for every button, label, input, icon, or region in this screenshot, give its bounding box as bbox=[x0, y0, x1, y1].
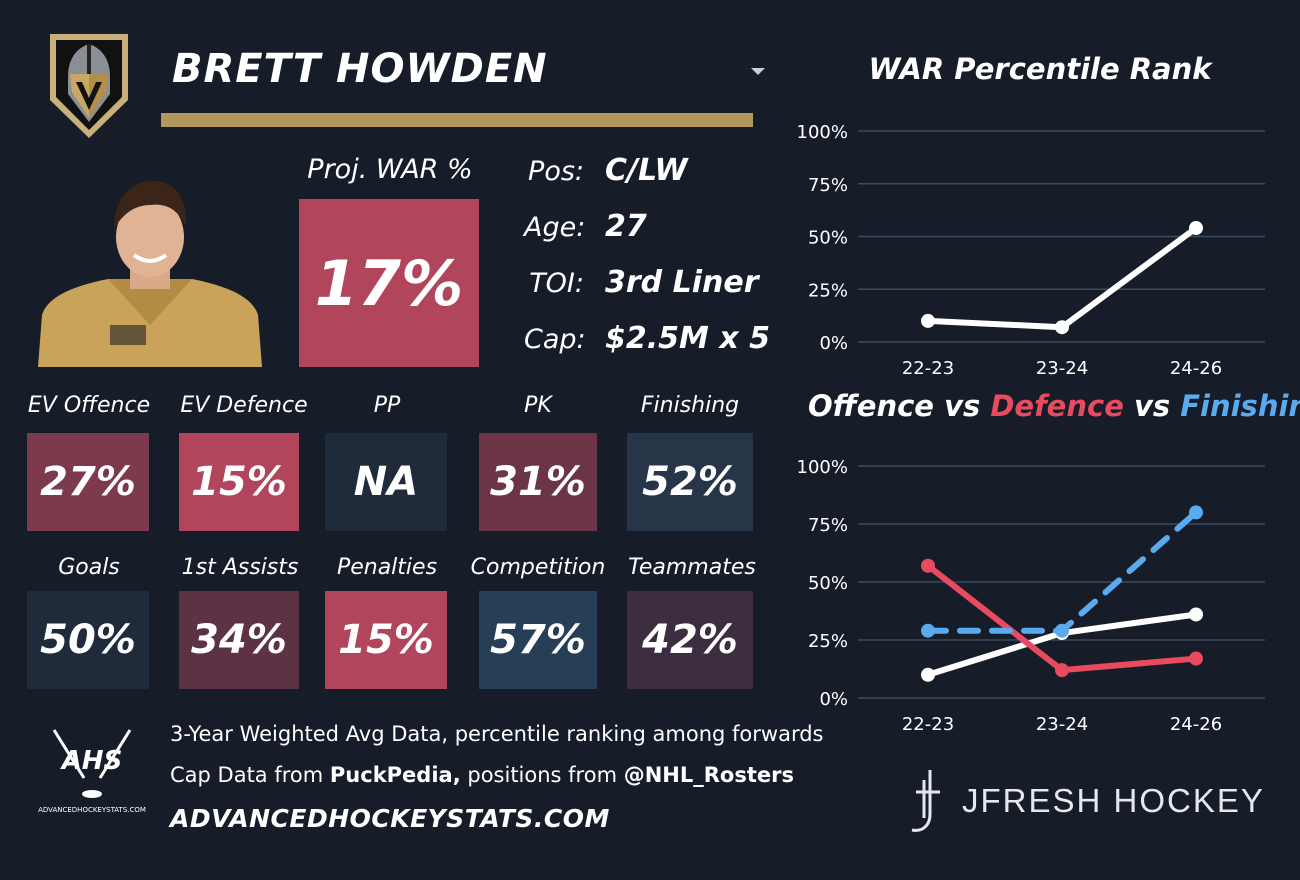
chart2-title-vs2: vs bbox=[1123, 389, 1181, 423]
puckpedia-link[interactable]: PuckPedia, bbox=[329, 763, 461, 787]
chart2-point bbox=[921, 623, 935, 638]
stat-label-penalties: Penalties bbox=[336, 555, 438, 580]
chart2-ytick-label: 75% bbox=[808, 515, 848, 536]
stat-label-goals: Goals bbox=[58, 555, 120, 580]
stat-box-pp: NA bbox=[325, 433, 447, 531]
war-percentile-chart: 100% 75% 50% 25% 0% 22-23 23-24 24-26 bbox=[797, 122, 1265, 379]
chart2-ytick-label: 0% bbox=[819, 689, 848, 710]
chart2-title: Offence vs Defence vs Finishing bbox=[808, 389, 1300, 423]
chart2-title-defence: Defence bbox=[990, 389, 1124, 423]
chart2-xtick-label: 23-24 bbox=[1036, 714, 1088, 735]
chart1-ytick-label: 75% bbox=[808, 175, 848, 196]
player-photo bbox=[38, 175, 262, 367]
team-logo-icon bbox=[50, 34, 128, 138]
stat-box-teammates: 42% bbox=[627, 591, 753, 689]
chart1-xtick-label: 22-23 bbox=[902, 358, 954, 379]
hockey-sticks-icon bbox=[52, 729, 132, 798]
stat-label-pp: PP bbox=[373, 393, 401, 418]
chart2-title-vs1: vs bbox=[933, 389, 991, 423]
stat-label-ev-offence: EV Offence bbox=[27, 393, 151, 418]
chart2-point bbox=[921, 558, 935, 573]
stat-label-finishing: Finishing bbox=[640, 393, 740, 418]
chart2-point bbox=[921, 667, 935, 682]
info-age-key: Age: bbox=[524, 212, 586, 243]
info-toi-key: TOI: bbox=[529, 268, 584, 299]
chart2-point bbox=[1189, 505, 1203, 520]
chart1-point bbox=[1189, 221, 1203, 236]
chart2-xtick-label: 24-26 bbox=[1170, 714, 1222, 735]
stat-box-ev-offence: 27% bbox=[27, 433, 149, 531]
chart2-point bbox=[1055, 663, 1069, 678]
info-age-value: 27 bbox=[605, 209, 647, 244]
chart1-series-line-0 bbox=[925, 225, 1199, 331]
stat-label-1st-assists: 1st Assists bbox=[181, 555, 299, 580]
stat-label-teammates: Teammates bbox=[628, 555, 756, 580]
chart1-ytick-label: 100% bbox=[797, 122, 848, 143]
player-name: BRETT HOWDEN bbox=[172, 46, 548, 92]
chart2-point bbox=[1055, 623, 1069, 638]
chart2-series-line-Finishing bbox=[925, 509, 1199, 634]
chart2-ytick-label: 25% bbox=[808, 631, 848, 652]
chart1-title: WAR Percentile Rank bbox=[868, 52, 1212, 86]
chart1-xtick-label: 24-26 bbox=[1170, 358, 1222, 379]
stat-box-finishing: 52% bbox=[627, 433, 753, 531]
stat-box-competition: 57% bbox=[479, 591, 597, 689]
brand-name: JFRESH HOCKEY bbox=[962, 782, 1265, 819]
stat-box-pk: 31% bbox=[479, 433, 597, 531]
chart2-ytick-label: 100% bbox=[797, 457, 848, 478]
stat-box-ev-defence: 15% bbox=[179, 433, 299, 531]
footer-line2-prefix: Cap Data from bbox=[170, 763, 330, 787]
chart2-point bbox=[1189, 651, 1203, 666]
nhl-rosters-link[interactable]: @NHL_Rosters bbox=[623, 763, 794, 787]
stat-box-goals: 50% bbox=[27, 591, 149, 689]
chart1-ytick-label: 0% bbox=[819, 333, 848, 354]
ahs-logo: AHS ADVANCEDHOCKEYSTATS.COM bbox=[38, 728, 146, 820]
chart2-xtick-label: 22-23 bbox=[902, 714, 954, 735]
chart2-title-offence: Offence bbox=[808, 389, 934, 423]
chart2-point bbox=[1189, 607, 1203, 622]
chart2-title-finishing: Finishing bbox=[1180, 389, 1300, 423]
stat-label-competition: Competition bbox=[470, 555, 606, 580]
stat-box-1st-assists: 34% bbox=[179, 591, 299, 689]
stat-label-pk: PK bbox=[524, 393, 552, 418]
chart1-ytick-label: 50% bbox=[808, 228, 848, 249]
chevron-down-icon[interactable] bbox=[751, 68, 765, 75]
site-link[interactable]: ADVANCEDHOCKEYSTATS.COM bbox=[170, 804, 610, 833]
stat-label-ev-defence: EV Defence bbox=[180, 393, 308, 418]
info-cap-value: $2.5M x 5 bbox=[605, 321, 770, 356]
chart1-point bbox=[921, 313, 935, 328]
info-pos-value: C/LW bbox=[605, 153, 688, 188]
offence-defence-finishing-chart: 100% 75% 50% 25% 0% 22-23 23-24 24-26 bbox=[797, 457, 1265, 735]
info-toi-value: 3rd Liner bbox=[605, 265, 759, 300]
footer-line-2: Cap Data from PuckPedia, positions from … bbox=[170, 763, 794, 787]
stat-box-penalties: 15% bbox=[325, 591, 447, 689]
footer-line2-mid: positions from bbox=[460, 763, 624, 787]
chart2-ytick-label: 50% bbox=[808, 573, 848, 594]
info-pos-key: Pos: bbox=[528, 156, 584, 187]
proj-war-label: Proj. WAR % bbox=[307, 154, 473, 185]
proj-war-value: 17% bbox=[299, 199, 479, 367]
chart1-point bbox=[1055, 320, 1069, 335]
name-underline bbox=[161, 113, 753, 127]
info-cap-key: Cap: bbox=[524, 324, 586, 355]
jfresh-logo-icon bbox=[911, 770, 940, 832]
chart1-xtick-label: 23-24 bbox=[1036, 358, 1088, 379]
footer-line-1: 3-Year Weighted Avg Data, percentile ran… bbox=[170, 722, 824, 746]
chart1-ytick-label: 25% bbox=[808, 280, 848, 301]
ahs-logo-small: ADVANCEDHOCKEYSTATS.COM bbox=[38, 806, 146, 814]
ahs-logo-text: AHS bbox=[61, 746, 123, 776]
